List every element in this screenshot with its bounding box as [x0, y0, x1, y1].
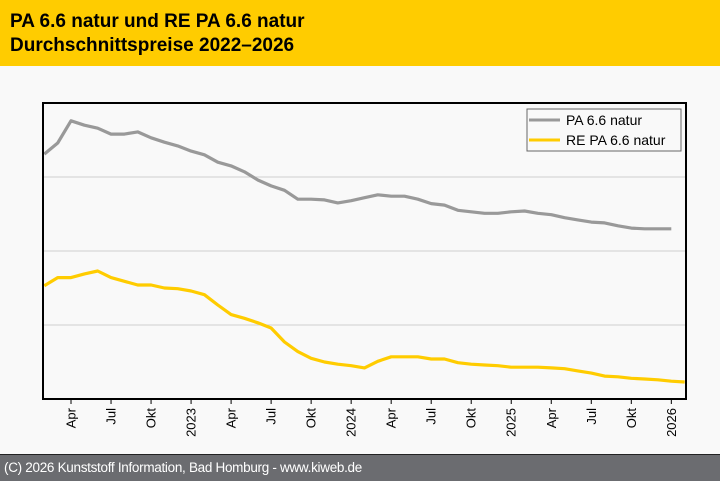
series-line-pa66-natur	[43, 119, 672, 231]
copyright-text: (C) 2026 Kunststoff Information, Bad Hom…	[4, 460, 362, 475]
x-tick-label: 2024	[344, 408, 359, 437]
x-axis: Apr Jul Okt 2023 Apr Jul Okt 2024 Apr Jul Okt 2025 A…	[64, 399, 679, 437]
x-tick-label: Apr	[544, 407, 559, 428]
chart-header: PA 6.6 natur und RE PA 6.6 natur Durchsc…	[0, 0, 720, 66]
legend-label: PA 6.6 natur	[566, 112, 642, 128]
x-tick-label: Apr	[224, 407, 239, 428]
x-tick-label: 2023	[184, 408, 199, 437]
x-tick-label: Okt	[624, 408, 639, 429]
x-tick-label: Apr	[384, 407, 399, 428]
x-tick-label: Jul	[584, 408, 599, 425]
legend-box	[526, 108, 682, 152]
x-tick-label: 2025	[504, 408, 519, 437]
x-tick-label: Okt	[304, 408, 319, 429]
x-tick-label: Jul	[424, 408, 439, 425]
x-tick-label: 2026	[664, 408, 679, 437]
legend: PA 6.6 natur RE PA 6.6 natur	[526, 108, 682, 152]
x-tick-label: Jul	[264, 408, 279, 425]
x-tick-label: Apr	[64, 407, 79, 428]
x-tick-label: Jul	[104, 408, 119, 425]
footer: (C) 2026 Kunststoff Information, Bad Hom…	[0, 454, 720, 481]
x-tick-label: Okt	[464, 408, 479, 429]
chart-title-line2: Durchschnittspreise 2022–2026	[10, 35, 295, 56]
gridlines	[43, 176, 686, 326]
plot-frame	[42, 102, 687, 400]
line-chart: Apr Jul Okt 2023 Apr Jul Okt 2024 Apr Jul Okt 2025 A…	[42, 102, 687, 437]
chart-title-line1: PA 6.6 natur und RE PA 6.6 natur	[10, 11, 305, 32]
x-tick-label: Okt	[144, 408, 159, 429]
series-lines	[43, 119, 685, 384]
series-line-re-pa66-natur	[43, 269, 685, 384]
legend-label: RE PA 6.6 natur	[566, 132, 666, 148]
